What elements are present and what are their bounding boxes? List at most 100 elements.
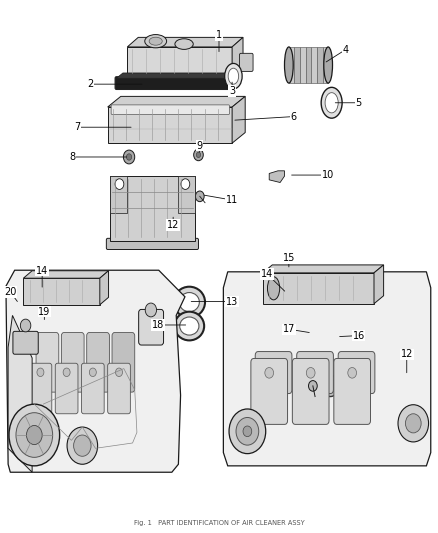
Circle shape — [74, 435, 91, 456]
Polygon shape — [110, 176, 195, 241]
Text: 8: 8 — [70, 152, 76, 162]
Text: 7: 7 — [74, 122, 80, 132]
FancyBboxPatch shape — [112, 333, 135, 392]
FancyBboxPatch shape — [81, 364, 104, 414]
Polygon shape — [232, 96, 245, 143]
Polygon shape — [8, 316, 32, 472]
Circle shape — [195, 191, 204, 201]
Circle shape — [398, 405, 428, 442]
Text: 16: 16 — [353, 330, 365, 341]
Circle shape — [116, 368, 123, 376]
Text: 10: 10 — [322, 170, 334, 180]
Ellipse shape — [324, 47, 332, 83]
Circle shape — [124, 150, 135, 164]
Polygon shape — [117, 73, 234, 78]
Polygon shape — [127, 47, 232, 76]
Circle shape — [265, 368, 274, 378]
FancyBboxPatch shape — [251, 359, 288, 424]
Text: 12: 12 — [401, 349, 413, 359]
FancyBboxPatch shape — [55, 364, 78, 414]
FancyBboxPatch shape — [13, 332, 38, 354]
Text: 11: 11 — [226, 195, 238, 205]
Ellipse shape — [175, 39, 193, 50]
Text: 1: 1 — [216, 30, 222, 41]
Polygon shape — [317, 47, 322, 83]
FancyBboxPatch shape — [240, 53, 253, 71]
Ellipse shape — [145, 35, 166, 48]
Circle shape — [243, 426, 252, 437]
Ellipse shape — [174, 312, 204, 341]
Ellipse shape — [325, 379, 336, 392]
FancyBboxPatch shape — [297, 352, 333, 393]
Text: 14: 14 — [261, 269, 273, 279]
Polygon shape — [263, 273, 374, 304]
Polygon shape — [108, 107, 232, 143]
Polygon shape — [289, 47, 294, 83]
Ellipse shape — [285, 47, 293, 83]
Ellipse shape — [173, 287, 205, 318]
Text: 3: 3 — [229, 86, 235, 96]
Text: 17: 17 — [283, 324, 295, 334]
Text: 13: 13 — [226, 296, 238, 306]
Polygon shape — [374, 265, 384, 304]
Text: 5: 5 — [356, 98, 362, 108]
Polygon shape — [223, 272, 431, 466]
FancyBboxPatch shape — [111, 105, 230, 115]
FancyBboxPatch shape — [106, 238, 198, 249]
FancyBboxPatch shape — [292, 359, 329, 424]
Polygon shape — [177, 176, 195, 213]
Polygon shape — [100, 271, 109, 305]
Ellipse shape — [321, 375, 339, 397]
Polygon shape — [232, 37, 243, 76]
Polygon shape — [110, 176, 127, 213]
Polygon shape — [263, 265, 384, 273]
Ellipse shape — [149, 37, 162, 45]
Circle shape — [26, 425, 42, 445]
FancyBboxPatch shape — [334, 359, 371, 424]
Polygon shape — [127, 37, 243, 47]
FancyBboxPatch shape — [108, 364, 131, 414]
Circle shape — [67, 427, 98, 464]
Circle shape — [9, 404, 60, 466]
Ellipse shape — [268, 277, 280, 300]
Polygon shape — [6, 270, 185, 472]
Circle shape — [308, 381, 317, 391]
Ellipse shape — [321, 87, 342, 118]
Circle shape — [348, 368, 357, 378]
FancyBboxPatch shape — [115, 77, 229, 90]
Ellipse shape — [180, 317, 199, 335]
Circle shape — [63, 368, 70, 376]
Circle shape — [20, 319, 31, 332]
Circle shape — [16, 413, 53, 457]
Text: 20: 20 — [4, 287, 17, 297]
Polygon shape — [300, 47, 306, 83]
Text: 6: 6 — [290, 111, 296, 122]
Polygon shape — [311, 47, 317, 83]
Circle shape — [37, 368, 44, 376]
Circle shape — [181, 179, 190, 189]
FancyBboxPatch shape — [338, 352, 375, 393]
Text: Fig. 1   PART IDENTIFICATION OF AIR CLEANER ASSY: Fig. 1 PART IDENTIFICATION OF AIR CLEANE… — [134, 520, 304, 526]
Text: 19: 19 — [38, 306, 50, 317]
Ellipse shape — [228, 68, 239, 84]
Circle shape — [194, 149, 203, 161]
Circle shape — [306, 368, 315, 378]
Polygon shape — [108, 96, 245, 107]
Ellipse shape — [179, 293, 199, 312]
Text: 15: 15 — [283, 253, 295, 263]
Polygon shape — [306, 47, 311, 83]
Text: 14: 14 — [36, 266, 48, 276]
Circle shape — [196, 152, 201, 158]
Text: 18: 18 — [152, 320, 164, 330]
Text: 4: 4 — [343, 45, 349, 54]
FancyBboxPatch shape — [87, 333, 110, 392]
Circle shape — [89, 368, 96, 376]
FancyBboxPatch shape — [255, 352, 292, 393]
FancyBboxPatch shape — [139, 310, 163, 345]
Polygon shape — [23, 278, 100, 305]
Polygon shape — [322, 47, 328, 83]
Ellipse shape — [225, 63, 242, 89]
FancyBboxPatch shape — [29, 364, 52, 414]
FancyBboxPatch shape — [36, 333, 59, 392]
Circle shape — [145, 303, 156, 317]
